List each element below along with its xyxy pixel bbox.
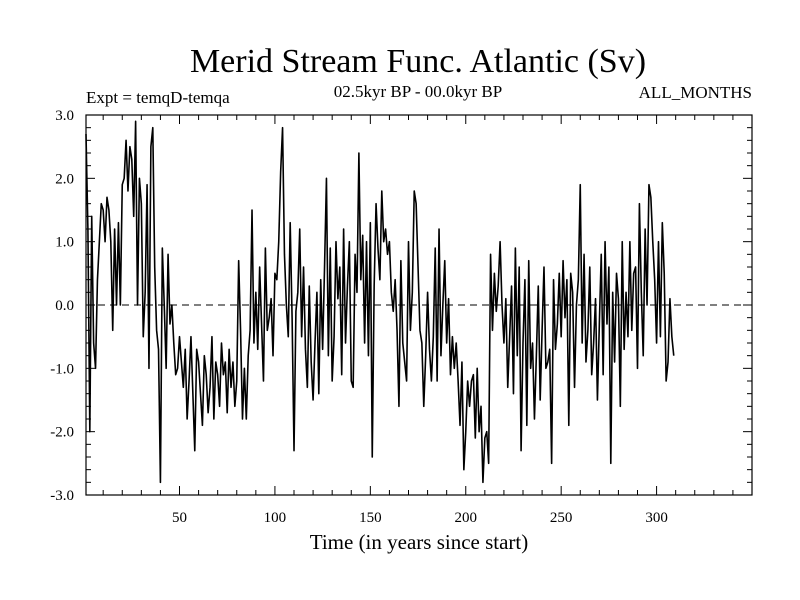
y-tick-label: -2.0 [50,425,74,441]
series-line-0 [85,120,675,484]
x-axis-label: Time (in years since start) [310,530,529,554]
x-tick-label: 300 [645,510,668,526]
y-tick-labels: -3.0 -2.0 -1.0 0.0 1.0 2.0 3.0 [50,108,74,504]
y-tick-label: 0.0 [55,298,74,314]
x-tick-label: 200 [455,510,478,526]
x-tick-label: 100 [264,510,287,526]
x-tick-labels: 50 100 150 200 250 300 [172,510,668,526]
months-label: ALL_MONTHS [639,83,752,102]
y-tick-label: 2.0 [55,171,74,187]
plot-frame [85,114,753,496]
x-tick-label: 50 [172,510,187,526]
y-tick-label: 3.0 [55,108,74,124]
y-tick-label: -1.0 [50,361,74,377]
x-tick-label: 250 [550,510,573,526]
chart-title: Merid Stream Func. Atlantic (Sv) [190,43,646,80]
series-layer [85,120,675,484]
y-tick-label: -3.0 [50,488,74,504]
tick-marks [86,114,753,496]
y-tick-label: 1.0 [55,235,74,251]
time-range-label: 02.5kyr BP - 00.0kyr BP [334,82,502,101]
experiment-label: Expt = temqD-temqa [86,88,230,107]
x-tick-label: 150 [359,510,382,526]
